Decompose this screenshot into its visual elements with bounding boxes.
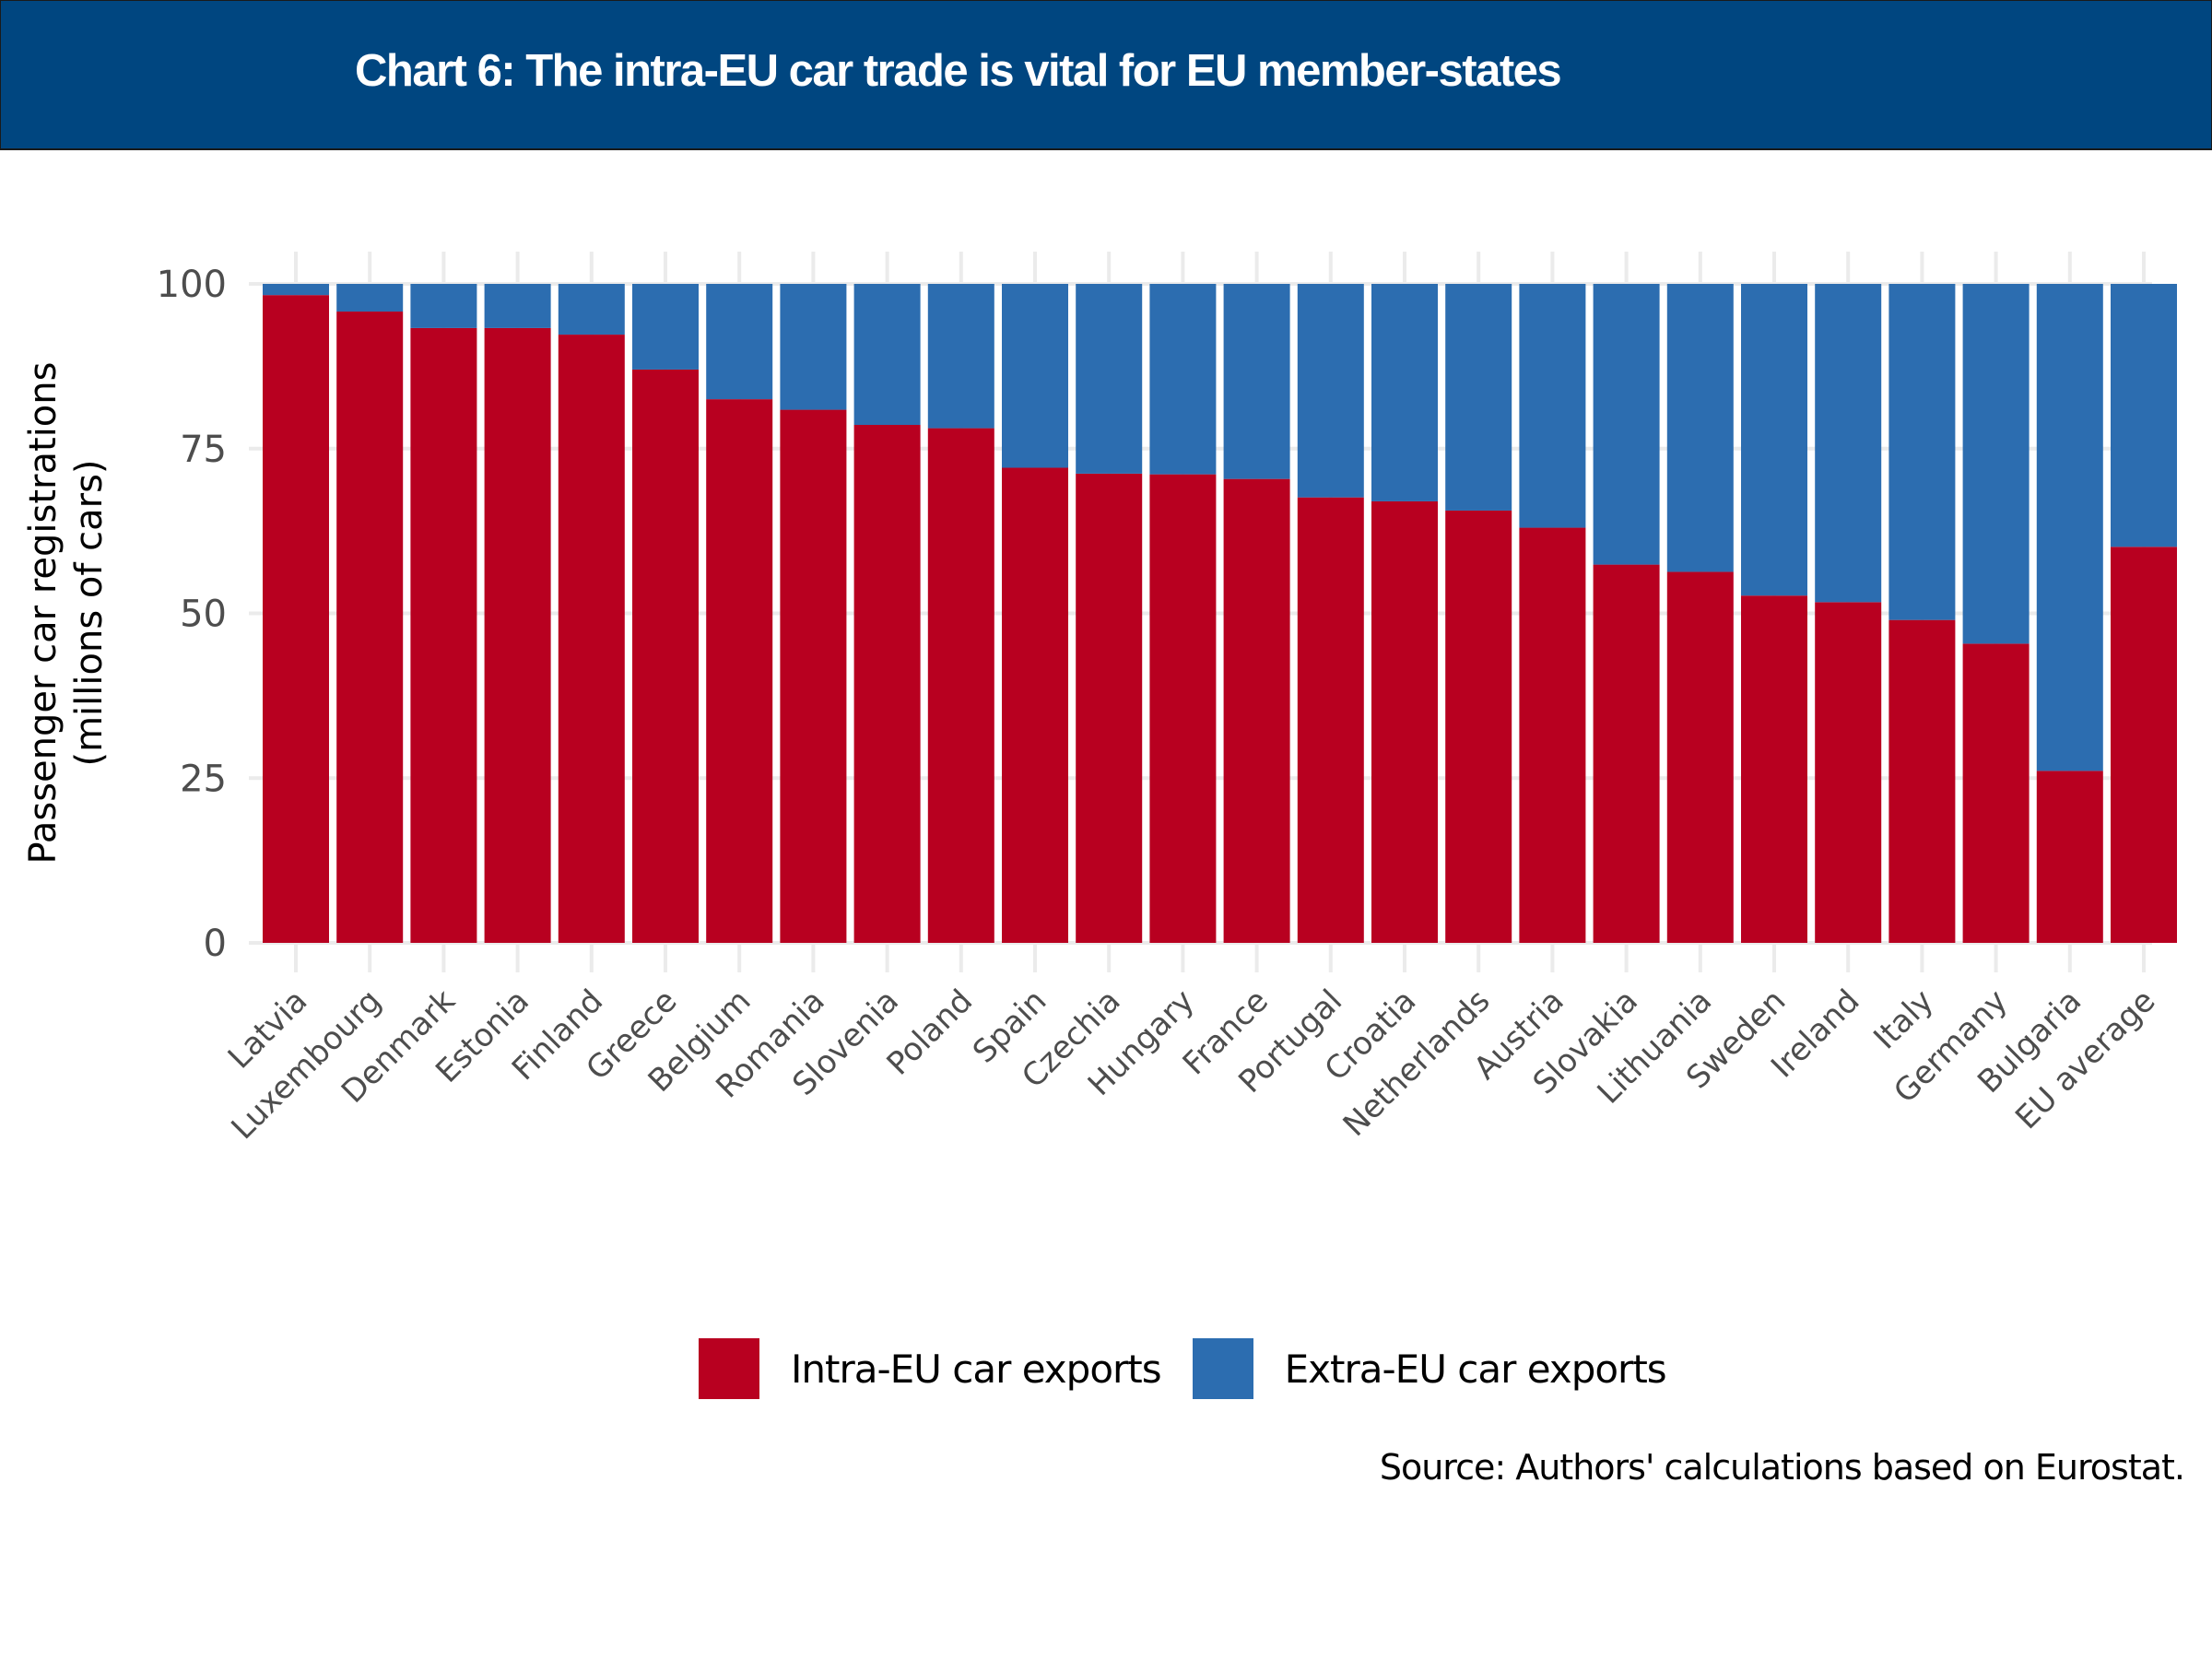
bar-intra-eu-lithuania bbox=[1666, 571, 1734, 943]
bar-extra-eu-austria bbox=[1519, 284, 1586, 528]
bar-extra-eu-denmark bbox=[410, 284, 477, 328]
bar-intra-eu-poland bbox=[927, 428, 994, 944]
y-axis-label-line1: Passenger car registrations bbox=[22, 362, 65, 865]
legend: Intra-EU car exports Extra-EU car export… bbox=[699, 1338, 1698, 1399]
bar-intra-eu-bulgaria bbox=[2036, 771, 2103, 943]
bar-extra-eu-slovakia bbox=[1593, 284, 1660, 565]
legend-swatch-extra-eu bbox=[1192, 1338, 1253, 1399]
bar-extra-eu-finland bbox=[558, 284, 625, 335]
bar-intra-eu-czechia bbox=[1076, 473, 1143, 943]
bar-intra-eu-austria bbox=[1519, 527, 1586, 943]
bar-extra-eu-romania bbox=[780, 284, 847, 410]
bar-intra-eu-slovenia bbox=[853, 425, 921, 943]
x-axis-ticks: LatviaLuxembourgDenmarkEstoniaFinlandGre… bbox=[221, 982, 2162, 1147]
bar-intra-eu-ireland bbox=[1815, 602, 1882, 943]
bars-group bbox=[263, 284, 2177, 944]
bar-intra-eu-netherlands bbox=[1445, 510, 1512, 943]
bar-extra-eu-latvia bbox=[263, 284, 329, 296]
y-tick-label: 75 bbox=[180, 429, 227, 471]
y-tick-label: 50 bbox=[180, 594, 227, 636]
bar-extra-eu-germany bbox=[1962, 284, 2030, 644]
bar-intra-eu-germany bbox=[1962, 643, 2030, 943]
bar-intra-eu-croatia bbox=[1371, 500, 1438, 943]
bar-extra-eu-netherlands bbox=[1445, 284, 1512, 511]
bar-intra-eu-latvia bbox=[263, 295, 329, 943]
bar-intra-eu-romania bbox=[780, 409, 847, 943]
legend-item-intra-eu: Intra-EU car exports bbox=[699, 1338, 1162, 1399]
bar-intra-eu-portugal bbox=[1297, 497, 1364, 943]
bar-extra-eu-czechia bbox=[1076, 284, 1143, 474]
bar-intra-eu-greece bbox=[632, 369, 699, 943]
chart-title: Chart 6: The intra-EU car trade is vital… bbox=[355, 46, 1562, 96]
y-tick-label: 100 bbox=[157, 264, 227, 306]
bar-extra-eu-eu-average bbox=[2111, 284, 2177, 547]
bar-intra-eu-denmark bbox=[410, 327, 477, 943]
bar-intra-eu-estonia bbox=[484, 327, 551, 943]
bar-extra-eu-croatia bbox=[1371, 284, 1438, 501]
chart-header-band: Chart 6: The intra-EU car trade is vital… bbox=[0, 0, 2212, 150]
bar-intra-eu-finland bbox=[558, 335, 625, 943]
bar-extra-eu-lithuania bbox=[1666, 284, 1734, 572]
bar-intra-eu-sweden bbox=[1741, 595, 1807, 943]
bar-intra-eu-italy bbox=[1888, 619, 1956, 943]
source-note: Source: Authors' calculations based on E… bbox=[1379, 1447, 2185, 1488]
y-tick-label: 25 bbox=[180, 758, 227, 800]
bar-extra-eu-luxembourg bbox=[336, 284, 404, 312]
bar-extra-eu-poland bbox=[927, 284, 994, 429]
legend-item-extra-eu: Extra-EU car exports bbox=[1192, 1338, 1667, 1399]
y-axis-ticks: 0 25 50 75 100 bbox=[157, 264, 227, 965]
bar-intra-eu-slovakia bbox=[1593, 564, 1660, 943]
bar-extra-eu-hungary bbox=[1149, 284, 1217, 475]
y-tick-label: 0 bbox=[204, 923, 227, 965]
legend-label-intra-eu: Intra-EU car exports bbox=[791, 1346, 1162, 1392]
bar-extra-eu-estonia bbox=[484, 284, 551, 328]
bar-extra-eu-portugal bbox=[1297, 284, 1364, 498]
bar-extra-eu-spain bbox=[1002, 284, 1068, 468]
bar-intra-eu-france bbox=[1223, 478, 1290, 943]
bar-extra-eu-france bbox=[1223, 284, 1290, 479]
legend-swatch-intra-eu bbox=[699, 1338, 759, 1399]
bar-extra-eu-bulgaria bbox=[2036, 284, 2103, 771]
bar-intra-eu-belgium bbox=[706, 399, 773, 943]
bar-extra-eu-belgium bbox=[706, 284, 773, 400]
bar-intra-eu-eu-average bbox=[2111, 547, 2177, 943]
bar-extra-eu-greece bbox=[632, 284, 699, 370]
bar-intra-eu-luxembourg bbox=[336, 312, 404, 943]
bar-extra-eu-ireland bbox=[1815, 284, 1882, 603]
bar-intra-eu-spain bbox=[1002, 467, 1068, 943]
y-axis-label-line2: (millions of cars) bbox=[68, 459, 111, 766]
bar-extra-eu-slovenia bbox=[853, 284, 921, 426]
bar-extra-eu-sweden bbox=[1741, 284, 1807, 596]
bar-intra-eu-hungary bbox=[1149, 474, 1217, 943]
legend-label-extra-eu: Extra-EU car exports bbox=[1284, 1346, 1667, 1392]
bar-extra-eu-italy bbox=[1888, 284, 1956, 620]
